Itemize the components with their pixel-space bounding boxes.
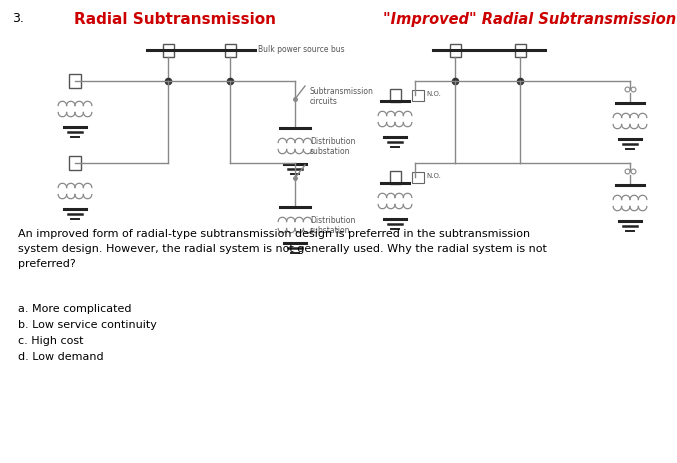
Bar [162,44,173,57]
Text: Radial Subtransmission: Radial Subtransmission [74,12,276,27]
Bar [69,75,81,89]
Bar [412,172,424,183]
Bar [515,44,525,57]
Text: d. Low demand: d. Low demand [18,351,104,361]
Text: c. High cost: c. High cost [18,335,83,345]
Text: 3.: 3. [12,12,24,25]
Text: N.O.: N.O. [426,91,441,97]
Text: b. Low service continuity: b. Low service continuity [18,319,157,329]
Text: Distribution
substation: Distribution substation [310,137,355,156]
Text: "Improved" Radial Subtransmission: "Improved" Radial Subtransmission [383,12,676,27]
Text: N.O.: N.O. [426,173,441,179]
Bar [225,44,236,57]
Bar [69,156,81,171]
Bar [389,89,401,102]
Bar [450,44,460,57]
Text: An improved form of radial-type subtransmission design is preferred in the subtr: An improved form of radial-type subtrans… [18,229,547,268]
Text: Subtransmission
circuits: Subtransmission circuits [310,87,374,106]
Text: Distribution
substation: Distribution substation [310,216,355,235]
Text: Bulk power source bus: Bulk power source bus [258,44,345,53]
Text: a. More complicated: a. More complicated [18,303,131,313]
Bar [412,90,424,101]
Bar [389,171,401,184]
